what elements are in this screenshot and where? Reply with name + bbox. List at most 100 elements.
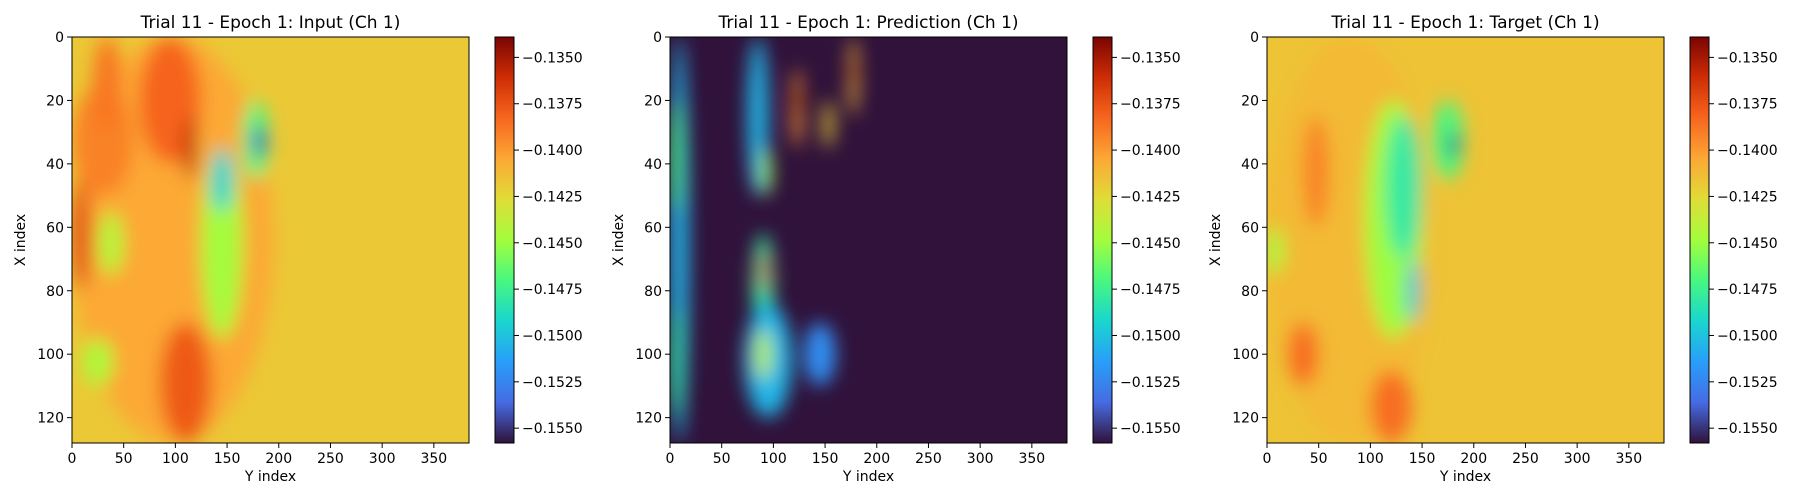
chart-title: Trial 11 - Epoch 1: Input (Ch 1) xyxy=(140,13,401,33)
colorbar-tick-label: −0.1500 xyxy=(1717,328,1778,344)
x-axis-label: Y index xyxy=(842,469,894,485)
x-tick-label: 300 xyxy=(369,451,396,467)
colorbar-tick-label: −0.1450 xyxy=(522,236,583,252)
y-tick-label: 20 xyxy=(46,93,64,109)
y-tick-label: 20 xyxy=(644,93,662,109)
colorbar-tick-label: −0.1475 xyxy=(1120,282,1181,298)
x-tick-label: 0 xyxy=(1263,451,1272,467)
x-tick-label: 200 xyxy=(265,451,292,467)
y-tick-label: 100 xyxy=(37,347,64,363)
heatmap-region xyxy=(159,322,212,443)
y-tick-label: 40 xyxy=(46,157,64,173)
colorbar-tick-label: −0.1475 xyxy=(522,282,583,298)
colorbar-frame xyxy=(494,36,515,444)
y-tick-label: 0 xyxy=(653,30,662,46)
colorbar-gradient xyxy=(1093,37,1112,443)
x-tick-label: 350 xyxy=(1615,451,1642,467)
colorbar: −0.1350 −0.1375 −0.1400 −0.1425 −0.1450 −0.14… xyxy=(494,36,583,444)
heatmap-region xyxy=(760,148,772,196)
heatmap-region xyxy=(1406,259,1421,323)
heatmap-region xyxy=(754,328,772,380)
colorbar-tick-label: −0.1400 xyxy=(1717,143,1778,159)
heatmap-region xyxy=(670,100,683,212)
colorbar-tick-label: −0.1350 xyxy=(1717,50,1778,66)
colorbar-tick-label: −0.1400 xyxy=(522,143,583,159)
colorbar-tick-label: −0.1500 xyxy=(1120,328,1181,344)
x-tick-label: 250 xyxy=(1512,451,1539,467)
y-tick-label: 120 xyxy=(37,411,64,427)
x-tick-label: 100 xyxy=(760,451,787,467)
x-tick-label: 50 xyxy=(1310,451,1328,467)
colorbar-frame xyxy=(1689,36,1710,444)
heatmap-region xyxy=(670,306,683,418)
heatmap-region xyxy=(823,100,834,149)
heatmap-region xyxy=(82,338,114,386)
y-tick-label: 100 xyxy=(1232,347,1259,363)
heatmap-region xyxy=(1267,227,1283,275)
y-tick-label: 60 xyxy=(46,220,64,236)
heatmap-background xyxy=(670,37,1067,443)
colorbar-tick-label: −0.1450 xyxy=(1120,236,1181,252)
colorbar-tick-label: −0.1375 xyxy=(1120,97,1181,113)
x-tick-label: 200 xyxy=(1460,451,1487,467)
heatmap-region xyxy=(795,84,802,117)
heatmap-region xyxy=(1370,370,1412,443)
y-tick-label: 60 xyxy=(644,220,662,236)
colorbar-tick-label: −0.1425 xyxy=(1717,189,1778,205)
x-tick-label: 150 xyxy=(1409,451,1436,467)
colorbar-tick-label: −0.1350 xyxy=(522,50,583,66)
x-tick-label: 0 xyxy=(666,451,675,467)
axes-frame xyxy=(669,36,1068,444)
colorbar-tick-label: −0.1350 xyxy=(1120,50,1181,66)
colorbar-tick-label: −0.1550 xyxy=(1120,421,1181,437)
x-tick-label: 250 xyxy=(317,451,344,467)
heatmap-region xyxy=(201,148,243,339)
colorbar-tick-label: −0.1500 xyxy=(522,328,583,344)
x-tick-label: 350 xyxy=(420,451,447,467)
heatmap-region xyxy=(252,125,267,158)
colorbar-frame xyxy=(1092,36,1113,444)
colorbar-tick-label: −0.1375 xyxy=(1717,97,1778,113)
y-axis-label: X index xyxy=(13,214,29,266)
y-tick-label: 40 xyxy=(1241,157,1259,173)
heatmap-field xyxy=(72,37,274,443)
chart-title: Trial 11 - Epoch 1: Prediction (Ch 1) xyxy=(717,13,1018,33)
heatmap-panel-1: Trial 11 - Epoch 1: Input (Ch 1) 0 50 100 15… xyxy=(13,13,583,485)
x-tick-label: 150 xyxy=(812,451,839,467)
y-tick-label: 60 xyxy=(1241,220,1259,236)
y-tick-label: 40 xyxy=(644,157,662,173)
y-tick-label: 100 xyxy=(635,347,662,363)
heatmap-region xyxy=(849,62,857,82)
chart-title: Trial 11 - Epoch 1: Target (Ch 1) xyxy=(1330,13,1599,33)
y-tick-label: 80 xyxy=(644,284,662,300)
x-tick-label: 350 xyxy=(1018,451,1045,467)
x-tick-label: 50 xyxy=(713,451,731,467)
x-tick-label: 300 xyxy=(1564,451,1591,467)
colorbar-tick-label: −0.1550 xyxy=(1717,421,1778,437)
y-tick-label: 80 xyxy=(1241,284,1259,300)
y-tick-label: 0 xyxy=(55,30,64,46)
heatmap-region xyxy=(183,116,197,180)
heatmap-region xyxy=(1303,116,1330,228)
heatmap-region xyxy=(97,211,124,275)
y-tick-label: 0 xyxy=(1250,30,1259,46)
heatmap-region xyxy=(1385,116,1423,260)
heatmap-region xyxy=(1448,132,1460,158)
colorbar-tick-label: −0.1525 xyxy=(1717,375,1778,391)
colorbar-tick-label: −0.1400 xyxy=(1120,143,1181,159)
y-tick-label: 120 xyxy=(1232,411,1259,427)
colorbar: −0.1350 −0.1375 −0.1400 −0.1425 −0.1450 −0.14… xyxy=(1689,36,1778,444)
colorbar-tick-label: −0.1425 xyxy=(1120,189,1181,205)
x-axis-label: Y index xyxy=(1439,469,1491,485)
y-tick-label: 80 xyxy=(46,284,64,300)
x-tick-label: 0 xyxy=(68,451,77,467)
colorbar-tick-label: −0.1425 xyxy=(522,189,583,205)
heatmap-region xyxy=(211,148,233,212)
colorbar-tick-label: −0.1450 xyxy=(1717,236,1778,252)
heatmap-region xyxy=(804,322,836,386)
y-axis-label: X index xyxy=(1208,214,1224,266)
colorbar: −0.1350 −0.1375 −0.1400 −0.1425 −0.1450 −0.14… xyxy=(1092,36,1181,444)
x-tick-label: 100 xyxy=(1357,451,1384,467)
y-axis-label: X index xyxy=(611,214,627,266)
colorbar-tick-label: −0.1525 xyxy=(1120,375,1181,391)
